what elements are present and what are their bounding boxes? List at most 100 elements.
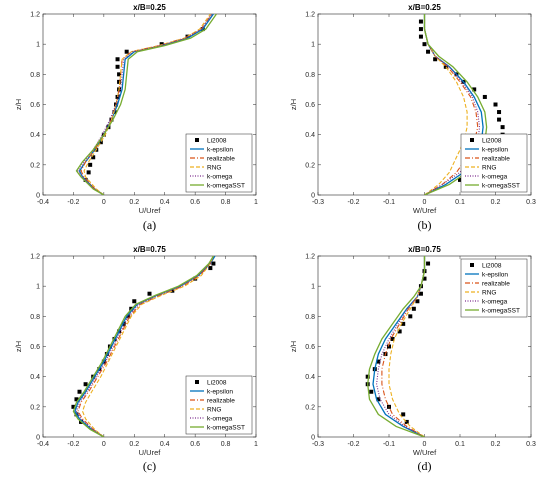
data-point-li2008 (126, 314, 131, 319)
series-line-k-omegasst (72, 256, 214, 437)
data-point-li2008 (71, 404, 76, 409)
series-line-rng (81, 256, 214, 437)
data-point-li2008 (74, 397, 79, 402)
legend-label: k-omega (482, 298, 508, 305)
y-axis-label: z/H (289, 341, 298, 352)
series-line-k-epsilon (78, 14, 214, 195)
x-axis-label: W/Uref (413, 448, 437, 457)
legend-label: k-omegaSST (482, 182, 520, 189)
legend-label: k-epsilon (482, 146, 508, 153)
legend: Li2008 k-epsilon realizable RNG k-omega k-ome… (460, 133, 528, 193)
x-tick-label: 0 (102, 199, 106, 206)
y-tick-label: 1.2 (305, 254, 315, 261)
legend-label: RNG (482, 164, 496, 171)
y-tick-label: 0.4 (30, 374, 40, 381)
chart-title: x/B=0.75 (133, 245, 166, 254)
data-point-li2008 (83, 382, 88, 387)
y-tick-label: 0.2 (305, 162, 315, 169)
data-point-li2008 (426, 49, 431, 54)
y-tick-label: 0.4 (305, 374, 315, 381)
chart-title: x/B=0.75 (408, 245, 441, 254)
data-point-li2008 (493, 102, 498, 107)
data-point-li2008 (387, 344, 391, 349)
legend-label: RNG (482, 289, 496, 296)
x-tick-label: 0 (423, 441, 427, 448)
series-line-k-omegasst (367, 256, 426, 437)
y-tick-label: 0.4 (30, 132, 40, 139)
y-tick-label: 0.2 (30, 162, 40, 169)
y-tick-label: 0 (36, 193, 40, 200)
data-point-li2008 (376, 397, 381, 402)
x-tick-label: -0.2 (67, 199, 79, 206)
x-tick-label: 0.2 (491, 441, 501, 448)
legend-marker (470, 263, 474, 267)
panel-caption: (c) (143, 459, 156, 473)
x-tick-label: 0.8 (221, 199, 231, 206)
data-point-li2008 (117, 79, 122, 84)
y-tick-label: 0.8 (30, 72, 40, 79)
x-tick-label: -0.3 (312, 441, 324, 448)
data-point-li2008 (88, 162, 93, 167)
chart-panel-1: -0.4 -0.2 0 0.2 0.4 0.6 0.8 1 0 0.2 0.4 0.6 0.8 1 1.2 x… (14, 3, 258, 232)
x-tick-label: -0.2 (347, 441, 359, 448)
y-tick-label: 1.2 (305, 12, 315, 19)
data-point-li2008 (170, 288, 175, 293)
y-tick-label: 0.8 (305, 314, 315, 321)
data-point-li2008 (159, 42, 164, 47)
y-tick-label: 0.4 (305, 132, 315, 139)
legend-label: k-epsilon (207, 146, 233, 153)
legend-label: Li2008 (482, 137, 502, 144)
data-point-li2008 (86, 170, 91, 175)
y-tick-label: 1.2 (30, 12, 40, 19)
y-axis-label: z/H (14, 341, 23, 352)
x-tick-label: 0.2 (129, 199, 139, 206)
x-tick-label: -0.1 (383, 199, 395, 206)
y-tick-label: 0.6 (305, 102, 315, 109)
legend-label: realizable (482, 155, 510, 162)
series-group (75, 14, 217, 195)
legend-label: k-omegaSST (482, 307, 520, 314)
data-point-li2008 (98, 140, 103, 145)
legend-label: Li2008 (207, 379, 227, 386)
data-point-li2008 (401, 321, 406, 326)
legend-label: RNG (207, 164, 221, 171)
data-point-li2008 (401, 412, 406, 417)
x-tick-label: 0.1 (455, 199, 465, 206)
x-axis-label: W/Uref (413, 206, 437, 215)
y-axis-label: z/H (14, 99, 23, 110)
legend-box (185, 375, 253, 435)
y-tick-label: 0 (311, 435, 315, 442)
legend-box (460, 133, 528, 193)
series-line-realizable (77, 256, 214, 437)
x-tick-label: 1 (254, 441, 258, 448)
x-tick-label: 0.1 (455, 441, 465, 448)
y-tick-label: 0.6 (30, 102, 40, 109)
y-tick-label: 1 (36, 284, 40, 291)
legend-box (185, 133, 253, 193)
data-point-li2008 (418, 27, 423, 32)
series-line-k-omega (77, 14, 213, 195)
data-point-li2008 (121, 321, 126, 326)
y-tick-label: 0.8 (305, 72, 315, 79)
data-point-li2008 (132, 299, 137, 304)
data-point-li2008 (422, 276, 427, 281)
data-point-li2008 (418, 19, 423, 24)
y-tick-label: 1 (36, 42, 40, 49)
data-point-li2008 (124, 49, 129, 54)
data-point-li2008 (497, 117, 502, 122)
data-point-li2008 (211, 261, 216, 266)
legend-label: k-omega (482, 173, 508, 180)
data-point-li2008 (390, 336, 395, 341)
x-tick-label: 0.4 (160, 441, 170, 448)
data-point-li2008 (443, 64, 448, 69)
data-point-li2008 (114, 102, 119, 107)
legend-label: RNG (207, 406, 221, 413)
chart-panel-4: -0.3 -0.2 -0.1 0 0.1 0.2 0.3 0 0.2 0.4 0.6 0.8 1 1.2 x… (289, 245, 536, 473)
x-tick-label: 0.2 (491, 199, 501, 206)
data-point-li2008 (458, 177, 462, 182)
x-tick-label: 0 (423, 199, 427, 206)
legend: Li2008 k-epsilon realizable RNG k-omega k-ome… (185, 133, 253, 193)
x-tick-label: 0.3 (526, 199, 536, 206)
legend-label: k-omegaSST (207, 182, 245, 189)
y-tick-label: 1.2 (30, 254, 40, 261)
